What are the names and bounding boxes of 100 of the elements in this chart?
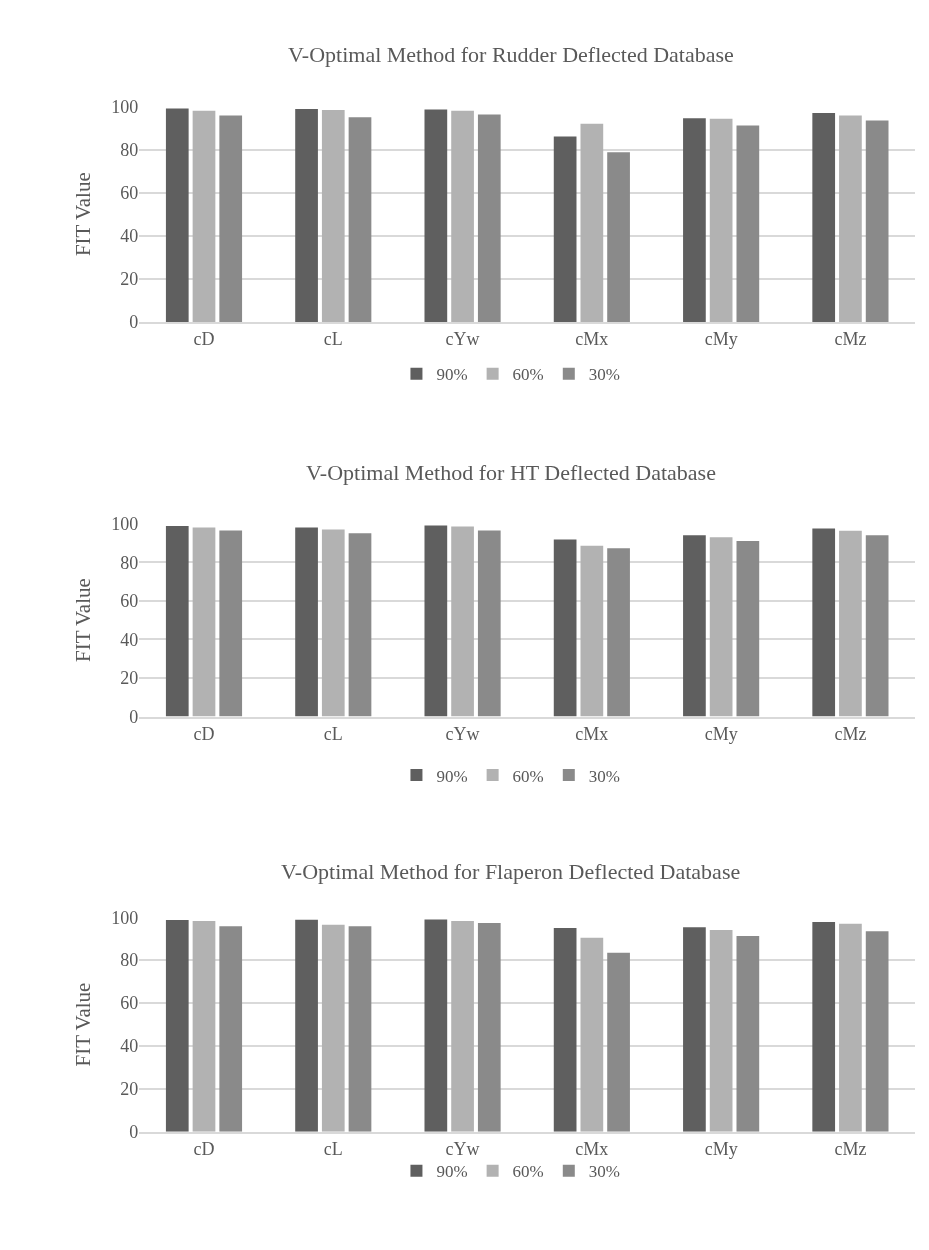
bar	[580, 937, 604, 1132]
bar	[683, 535, 706, 717]
bar	[477, 530, 501, 717]
x-tick-label: cMx	[575, 723, 609, 744]
x-tick-label: cMz	[834, 329, 867, 350]
bar	[839, 115, 862, 322]
bar	[812, 921, 836, 1132]
chart-title: V-Optimal Method for Rudder Deflected Database	[288, 42, 734, 67]
bar	[165, 525, 189, 717]
bar	[348, 926, 372, 1132]
y-tick-label: 60	[120, 993, 139, 1014]
y-tick-label: 60	[120, 591, 139, 612]
x-tick-label: cMz	[834, 1139, 867, 1160]
x-tick-label: cL	[323, 1139, 343, 1160]
bar	[165, 920, 189, 1132]
bar	[812, 528, 836, 717]
bar	[553, 927, 577, 1132]
bar	[736, 935, 760, 1132]
y-tick-label: 0	[129, 312, 139, 333]
bar	[451, 920, 474, 1132]
x-tick-label: cYw	[445, 1139, 480, 1160]
y-tick-label: 100	[111, 96, 139, 117]
legend-label: 60%	[512, 1162, 544, 1182]
x-tick-label: cYw	[445, 329, 480, 350]
bar	[839, 530, 862, 717]
bar	[192, 110, 216, 322]
bar	[709, 930, 733, 1132]
bar	[295, 109, 318, 322]
bar	[219, 115, 243, 322]
y-tick-label: 20	[120, 269, 139, 290]
y-tick-label: 40	[120, 226, 139, 247]
y-tick-label: 100	[111, 907, 139, 928]
y-tick-label: 80	[120, 139, 139, 160]
x-tick-label: cD	[193, 1139, 215, 1160]
y-tick-label: 20	[120, 1079, 139, 1100]
x-tick-label: cL	[323, 723, 343, 744]
y-tick-label: 80	[120, 950, 139, 971]
bar	[709, 537, 733, 717]
bar	[348, 117, 372, 322]
bar	[683, 927, 706, 1132]
x-tick-label: cMy	[704, 329, 738, 350]
y-axis-title: FIT Value	[71, 982, 96, 1067]
bar	[321, 529, 345, 717]
y-tick-label: 100	[111, 513, 139, 534]
bar	[424, 525, 448, 717]
bar	[451, 110, 474, 322]
bar	[295, 527, 318, 717]
y-tick-label: 80	[120, 552, 139, 573]
y-tick-label: 0	[129, 706, 139, 727]
bar	[192, 921, 216, 1132]
bar	[477, 114, 501, 322]
bar	[607, 952, 630, 1132]
y-tick-label: 20	[120, 668, 139, 689]
bar	[424, 109, 448, 322]
bar	[295, 919, 318, 1132]
y-axis-title: FIT Value	[71, 172, 96, 257]
bar	[477, 923, 501, 1132]
legend-label: 60%	[512, 766, 544, 786]
bar	[709, 118, 733, 322]
legend-label: 30%	[588, 1162, 620, 1182]
legend-label: 90%	[436, 1162, 468, 1182]
bar	[219, 926, 243, 1132]
x-tick-label: cMz	[834, 723, 867, 744]
bar	[321, 924, 345, 1132]
bar	[580, 123, 604, 322]
bar	[736, 541, 760, 717]
bar	[683, 118, 706, 322]
legend-label: 90%	[436, 365, 468, 385]
y-tick-label: 0	[129, 1122, 139, 1143]
bar	[424, 919, 448, 1132]
bar	[607, 152, 630, 322]
legend-label: 30%	[588, 766, 620, 786]
chart-title: V-Optimal Method for Flaperon Deflected Database	[281, 859, 741, 884]
y-tick-label: 40	[120, 629, 139, 650]
y-tick-label: 60	[120, 182, 139, 203]
legend-label: 60%	[512, 365, 544, 385]
bar	[553, 136, 577, 322]
bar	[865, 120, 889, 322]
x-tick-label: cMx	[575, 1139, 609, 1160]
x-tick-label: cMx	[575, 329, 609, 350]
x-tick-label: cMy	[704, 1139, 738, 1160]
bar	[865, 535, 889, 717]
legend-label: 90%	[436, 766, 468, 786]
x-tick-label: cD	[193, 329, 215, 350]
bar	[321, 110, 345, 322]
bar	[348, 533, 372, 717]
bar	[607, 548, 630, 717]
y-tick-label: 40	[120, 1036, 139, 1057]
bar	[736, 125, 760, 322]
bar	[580, 545, 604, 717]
legend-label: 30%	[588, 365, 620, 385]
chart-title: V-Optimal Method for HT Deflected Database	[306, 460, 716, 485]
bar	[219, 530, 243, 717]
y-axis-title: FIT Value	[71, 578, 96, 662]
bar	[865, 931, 889, 1132]
bar	[553, 539, 577, 717]
bar	[839, 923, 862, 1132]
bar	[451, 526, 474, 717]
bar	[192, 527, 216, 717]
x-tick-label: cMy	[704, 723, 738, 744]
